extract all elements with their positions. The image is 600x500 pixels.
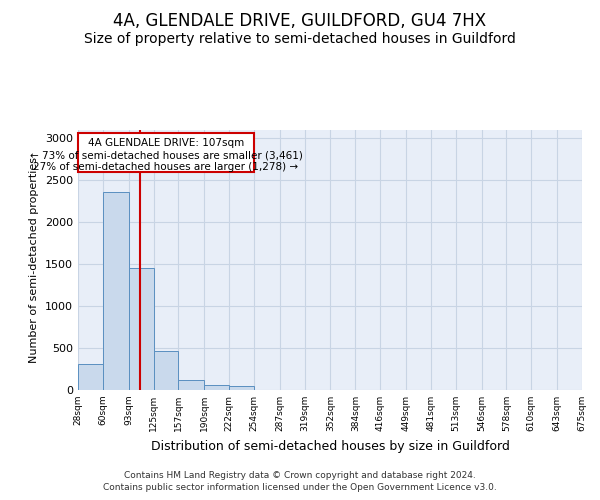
- Bar: [178, 380, 204, 390]
- Text: Size of property relative to semi-detached houses in Guildford: Size of property relative to semi-detach…: [84, 32, 516, 46]
- Bar: [204, 385, 229, 390]
- Text: Contains public sector information licensed under the Open Government Licence v3: Contains public sector information licen…: [103, 484, 497, 492]
- Text: 4A GLENDALE DRIVE: 107sqm: 4A GLENDALE DRIVE: 107sqm: [88, 138, 244, 148]
- Bar: [154, 350, 178, 390]
- Bar: [229, 386, 254, 390]
- Bar: [128, 268, 154, 390]
- Bar: [78, 364, 103, 390]
- Text: ← 73% of semi-detached houses are smaller (3,461): ← 73% of semi-detached houses are smalle…: [29, 150, 302, 160]
- Bar: [103, 192, 128, 390]
- Text: Contains HM Land Registry data © Crown copyright and database right 2024.: Contains HM Land Registry data © Crown c…: [124, 471, 476, 480]
- Text: 27% of semi-detached houses are larger (1,278) →: 27% of semi-detached houses are larger (…: [34, 162, 299, 172]
- FancyBboxPatch shape: [78, 134, 254, 172]
- Y-axis label: Number of semi-detached properties: Number of semi-detached properties: [29, 157, 40, 363]
- X-axis label: Distribution of semi-detached houses by size in Guildford: Distribution of semi-detached houses by …: [151, 440, 509, 452]
- Text: 4A, GLENDALE DRIVE, GUILDFORD, GU4 7HX: 4A, GLENDALE DRIVE, GUILDFORD, GU4 7HX: [113, 12, 487, 30]
